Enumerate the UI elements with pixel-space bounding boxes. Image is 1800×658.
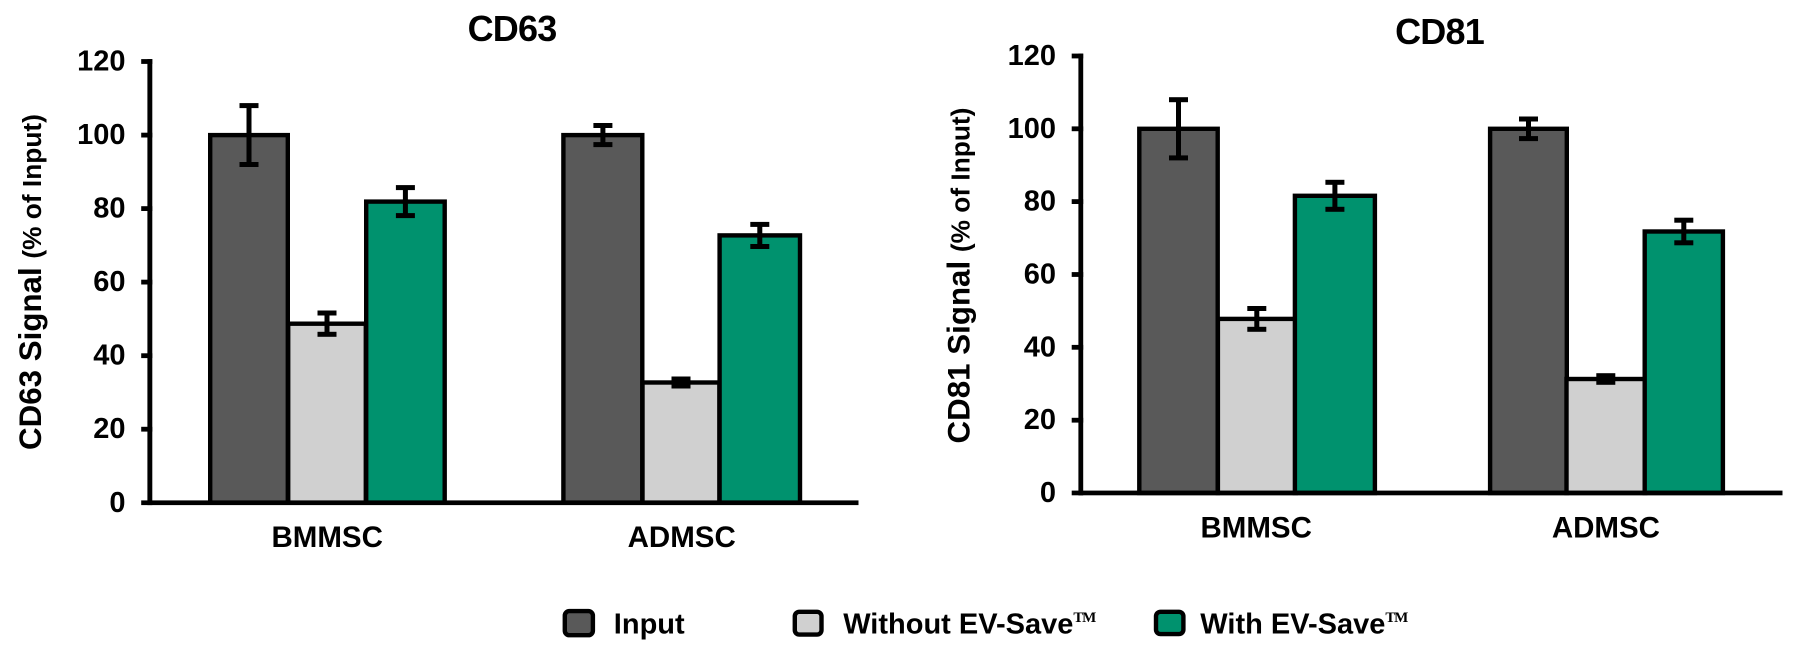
svg-text:Input: Input (614, 609, 685, 641)
svg-text:BMMSC: BMMSC (271, 521, 382, 554)
svg-text:0: 0 (1040, 477, 1056, 509)
svg-text:CD63 Signal (% of Input): CD63 Signal (% of Input) (13, 114, 48, 450)
svg-text:60: 60 (93, 266, 125, 298)
svg-text:100: 100 (1008, 113, 1056, 145)
svg-text:With EV-SaveTM: With EV-SaveTM (1200, 609, 1408, 641)
svg-text:CD81 Signal (% of Input): CD81 Signal (% of Input) (941, 108, 976, 444)
svg-text:40: 40 (93, 340, 125, 372)
svg-text:80: 80 (93, 193, 125, 225)
svg-text:80: 80 (1024, 186, 1056, 218)
svg-text:ADMSC: ADMSC (628, 521, 736, 554)
svg-text:20: 20 (1024, 404, 1056, 436)
svg-text:20: 20 (93, 413, 125, 445)
svg-text:60: 60 (1024, 259, 1056, 291)
svg-text:120: 120 (1008, 40, 1056, 72)
svg-text:CD81: CD81 (1395, 11, 1485, 52)
svg-text:120: 120 (77, 46, 125, 78)
svg-text:100: 100 (77, 119, 125, 151)
svg-text:0: 0 (109, 487, 125, 519)
svg-text:BMMSC: BMMSC (1200, 512, 1311, 545)
svg-text:40: 40 (1024, 331, 1056, 363)
svg-text:CD63: CD63 (468, 8, 557, 49)
svg-text:ADMSC: ADMSC (1552, 512, 1660, 545)
svg-text:Without EV-SaveTM: Without EV-SaveTM (843, 609, 1096, 641)
